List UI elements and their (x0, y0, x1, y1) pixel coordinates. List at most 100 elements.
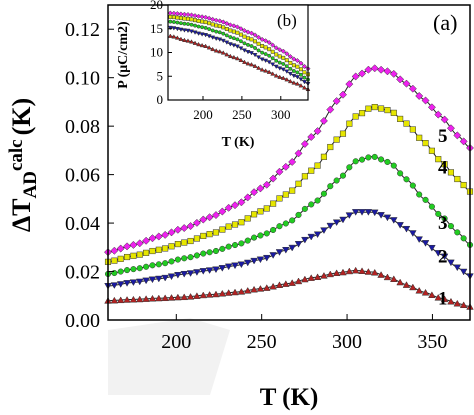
background-shading (108, 318, 230, 395)
series-5-point (415, 91, 424, 100)
series-5-point (180, 224, 189, 233)
series-3-point (447, 223, 454, 230)
series-2-point (193, 269, 201, 276)
series-3-point (231, 36, 236, 41)
series-5-point (161, 230, 170, 239)
series-4-line (107, 106, 471, 263)
series-4-point (339, 130, 347, 137)
series-5 (167, 10, 311, 72)
series-3-point (155, 261, 162, 268)
series-5-point (284, 51, 290, 57)
series-2-point (213, 36, 219, 42)
series-2-point (181, 28, 187, 33)
series-1-point (210, 46, 216, 52)
series-3-point (435, 210, 442, 217)
series-4-point (301, 173, 308, 180)
series-4-point (217, 24, 222, 29)
series-5-point (252, 32, 258, 38)
series-5-point (459, 137, 468, 146)
series-2-point (174, 271, 182, 279)
series-3-point (231, 241, 239, 249)
series-1-point (192, 40, 198, 45)
series-3-point (282, 220, 289, 227)
series-3-point (251, 234, 258, 241)
series-5-point (319, 116, 328, 125)
series-3-point (207, 27, 212, 32)
series-5-point (275, 167, 284, 176)
series-4-point (390, 109, 397, 116)
series-1-point (252, 63, 258, 68)
series-3-point (308, 201, 315, 208)
series-3-point (253, 46, 258, 50)
series-3-line (107, 155, 471, 275)
series-2-point (203, 33, 209, 38)
series-1-point (196, 41, 202, 47)
series-4-point (257, 208, 264, 215)
series-1-point (332, 269, 341, 277)
series-4-point (263, 45, 268, 50)
series-5-point (199, 215, 208, 224)
series-2-point (270, 62, 276, 67)
series-2-point (259, 57, 265, 62)
y-tick-label: 10 (150, 45, 163, 60)
x-tick-label: 350 (417, 331, 447, 353)
series-3-point (390, 162, 397, 169)
series-4-point (171, 15, 176, 20)
series-3-point (409, 182, 416, 189)
series-3-point (171, 20, 176, 24)
series-4-point (441, 161, 448, 168)
series-3-point (238, 39, 243, 44)
series-4-point (435, 156, 442, 163)
series-1-point (396, 278, 404, 286)
inset-plot (167, 10, 311, 92)
series-2-point (421, 240, 430, 247)
series-1-point (269, 282, 277, 290)
series-3-point (327, 183, 334, 190)
series-5-point (205, 213, 214, 222)
series-5-point (402, 79, 411, 88)
series-2-point (294, 75, 300, 80)
series-1-point (434, 293, 443, 301)
series-2-point (250, 257, 258, 265)
series-3-point (143, 263, 150, 270)
series-1-point (250, 285, 258, 293)
panel-label-b: (b) (277, 11, 297, 30)
series-1-point (266, 69, 272, 74)
series-2-point (301, 236, 309, 244)
series-2-point (185, 28, 191, 34)
series-1-point (181, 37, 187, 42)
series-2-point (192, 30, 198, 35)
series-5-point (238, 26, 244, 32)
series-1-point (351, 266, 360, 274)
series-5-point (135, 239, 144, 248)
series-5-point (116, 244, 125, 253)
series-3-point (203, 25, 208, 30)
series-5-point (345, 80, 354, 89)
series-3-point (212, 247, 220, 255)
series-2-point (212, 266, 220, 274)
series-3-point (149, 262, 156, 269)
series-4-point (320, 153, 327, 160)
series-3-point (352, 158, 359, 165)
series-1-point (171, 34, 177, 39)
series-3-point (242, 41, 247, 46)
series-2-point (205, 267, 214, 274)
series-3-point (263, 52, 268, 57)
series-2-point (142, 277, 150, 285)
series-1-point (298, 83, 304, 88)
series-4-point (212, 229, 220, 236)
series-5-point (262, 180, 271, 189)
series-2-point (161, 274, 169, 282)
series-5-point (231, 201, 240, 210)
series-1-point (129, 295, 138, 303)
series-5-point (196, 13, 202, 19)
series-5-point (178, 11, 184, 17)
series-1-point (459, 301, 468, 309)
series-2-point (245, 50, 251, 55)
series-3-point (214, 29, 219, 34)
series-2-point (210, 35, 216, 40)
series-2-point (364, 209, 373, 216)
series-3 (104, 153, 474, 278)
series-4-point (238, 32, 243, 37)
